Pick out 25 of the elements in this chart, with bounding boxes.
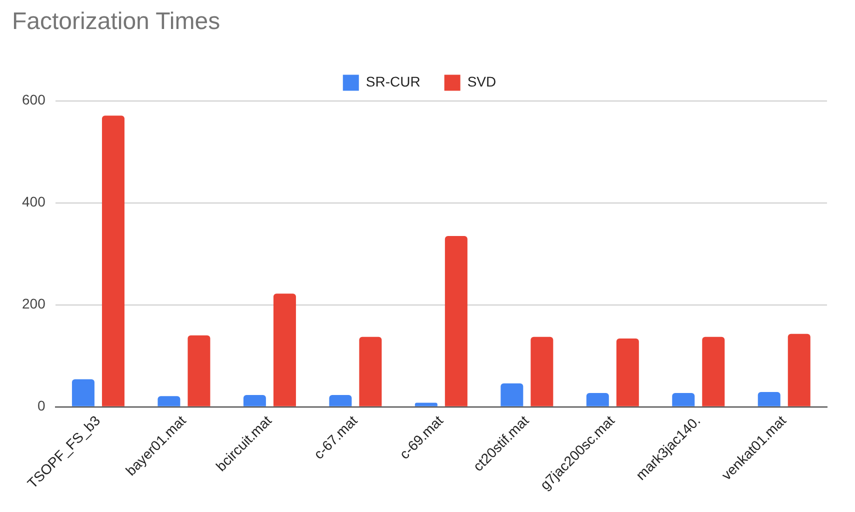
bar: [329, 395, 352, 406]
chart-title: Factorization Times: [12, 8, 220, 36]
bar: [158, 396, 180, 406]
bar: [702, 336, 725, 406]
bar: [758, 392, 780, 406]
y-tick-label: 0: [38, 398, 46, 414]
bar: [102, 116, 124, 406]
bar: [359, 336, 382, 406]
bar: [586, 393, 609, 406]
y-tick-label: 400: [22, 194, 46, 210]
legend-label: SVD: [467, 74, 496, 90]
bar: [672, 393, 695, 406]
bar: [788, 334, 810, 406]
bar: [72, 379, 94, 406]
legend-label: SR-CUR: [366, 74, 420, 90]
bar: [414, 402, 438, 406]
y-tick-label: 600: [22, 92, 46, 108]
bar: [243, 395, 266, 406]
bar: [616, 338, 639, 406]
bar: [500, 383, 524, 406]
bar: [444, 236, 468, 406]
bar: [188, 335, 210, 406]
bar: [530, 336, 554, 406]
bar: [273, 294, 296, 406]
y-tick-label: 200: [22, 296, 46, 312]
